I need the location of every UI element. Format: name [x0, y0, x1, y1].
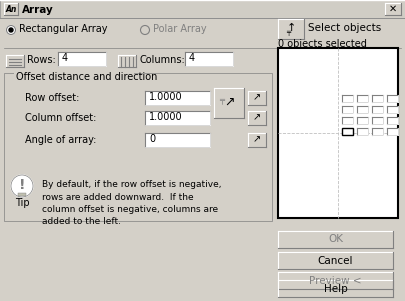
Circle shape: [9, 28, 13, 32]
Text: ↗: ↗: [224, 95, 234, 108]
Bar: [0, 0, 405, 18]
Text: 4: 4: [62, 53, 68, 63]
Bar: [248, 133, 266, 147]
Text: ╤: ╤: [220, 95, 224, 104]
Bar: [4, 73, 272, 221]
Bar: [185, 52, 233, 66]
Circle shape: [11, 175, 33, 197]
Text: ✕: ✕: [389, 4, 397, 14]
Text: Rows:: Rows:: [27, 55, 56, 65]
Bar: [248, 111, 266, 125]
Bar: [278, 280, 393, 297]
Text: Preview <: Preview <: [309, 275, 362, 286]
Text: 1.0000: 1.0000: [149, 92, 183, 102]
Bar: [342, 128, 353, 135]
Bar: [357, 128, 368, 135]
Text: ↑: ↑: [286, 23, 296, 33]
Text: OK: OK: [328, 234, 343, 244]
Text: An: An: [5, 5, 17, 14]
Text: ↗: ↗: [253, 134, 261, 144]
Bar: [18, 193, 26, 196]
Text: Tip: Tip: [15, 198, 29, 208]
Bar: [6, 55, 24, 67]
Bar: [342, 117, 353, 124]
Text: Cancel: Cancel: [318, 256, 353, 265]
Bar: [214, 88, 244, 118]
Bar: [372, 106, 383, 113]
Circle shape: [141, 26, 149, 35]
Text: Columns:: Columns:: [140, 55, 186, 65]
Bar: [145, 133, 210, 147]
Text: Select objects: Select objects: [308, 23, 381, 33]
Text: ╤: ╤: [286, 30, 290, 36]
Bar: [357, 95, 368, 102]
Text: 0 objects selected: 0 objects selected: [278, 39, 367, 49]
Text: Polar Array: Polar Array: [153, 24, 207, 34]
Bar: [372, 128, 383, 135]
Bar: [248, 91, 266, 105]
Text: 0: 0: [149, 134, 155, 144]
Bar: [387, 128, 398, 135]
Bar: [118, 55, 136, 67]
Text: Help: Help: [324, 284, 347, 293]
Bar: [387, 95, 398, 102]
Text: 4: 4: [189, 53, 195, 63]
Text: Row offset:: Row offset:: [25, 93, 79, 103]
Text: 1.0000: 1.0000: [149, 112, 183, 122]
Bar: [278, 48, 398, 218]
Bar: [385, 3, 401, 15]
Text: ↗: ↗: [253, 112, 261, 122]
Text: Angle of array:: Angle of array:: [25, 135, 96, 145]
Bar: [278, 252, 393, 269]
Bar: [387, 117, 398, 124]
Text: Array: Array: [22, 5, 54, 15]
Bar: [342, 106, 353, 113]
Bar: [145, 111, 210, 125]
Bar: [14, 73, 134, 83]
Bar: [372, 95, 383, 102]
Text: ↗: ↗: [253, 92, 261, 102]
Bar: [58, 52, 106, 66]
Text: Rectangular Array: Rectangular Array: [19, 24, 107, 34]
Bar: [342, 95, 353, 102]
Text: Offset distance and direction: Offset distance and direction: [16, 72, 158, 82]
Circle shape: [6, 26, 15, 35]
Text: Column offset:: Column offset:: [25, 113, 96, 123]
Bar: [357, 106, 368, 113]
Bar: [372, 117, 383, 124]
Bar: [4, 3, 18, 15]
Bar: [357, 117, 368, 124]
Bar: [145, 91, 210, 105]
Text: !: !: [19, 178, 25, 192]
Bar: [387, 106, 398, 113]
Text: By default, if the row offset is negative,
rows are added downward.  If the
colu: By default, if the row offset is negativ…: [42, 180, 222, 226]
Bar: [278, 231, 393, 248]
Bar: [278, 272, 393, 289]
Bar: [278, 19, 304, 39]
